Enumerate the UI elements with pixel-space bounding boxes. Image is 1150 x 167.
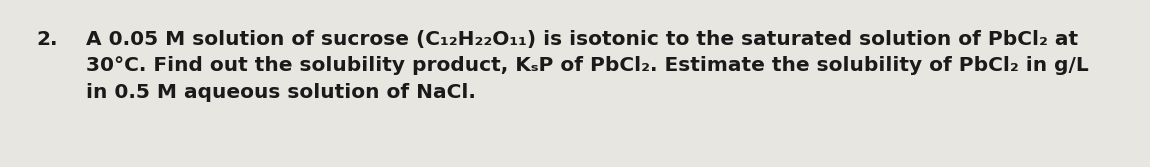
Text: 2.: 2. bbox=[37, 30, 59, 49]
Text: in 0.5 M aqueous solution of NaCl.: in 0.5 M aqueous solution of NaCl. bbox=[86, 83, 476, 102]
Text: A 0.05 M solution of sucrose (C₁₂H₂₂O₁₁) is isotonic to the saturated solution o: A 0.05 M solution of sucrose (C₁₂H₂₂O₁₁)… bbox=[86, 30, 1079, 49]
Text: 30°C. Find out the solubility product, KₛP of PbCl₂. Estimate the solubility of : 30°C. Find out the solubility product, K… bbox=[86, 56, 1089, 75]
